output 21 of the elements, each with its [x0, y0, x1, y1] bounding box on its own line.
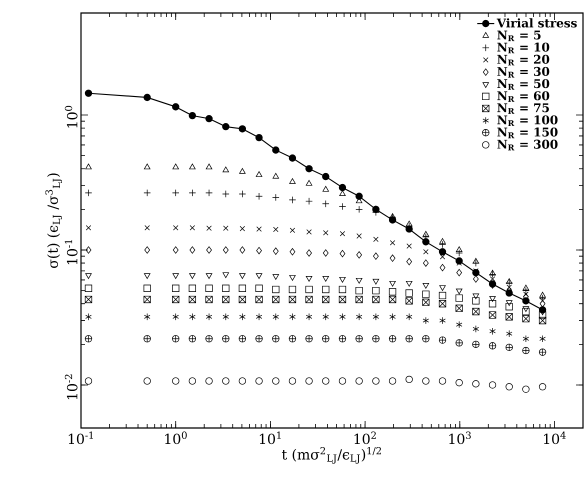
legend-label: N$_{R}$ = 60 [497, 91, 550, 102]
x-tick-label: 10$^{4}$ [544, 432, 566, 444]
legend-label: N$_{R}$ = 100 [497, 115, 558, 126]
x-tick-label: 10$^{1}$ [260, 432, 281, 444]
x-axis-title: t (mσ$^{2}$$_{LJ}$/ϵ$_{LJ}$)$^{1/2}$ [282, 447, 381, 464]
legend-label: N$_{R}$ = 10 [497, 42, 550, 54]
legend-label: N$_{R}$ = 5 [497, 30, 541, 42]
legend-label: N$_{R}$ = 50 [497, 79, 550, 90]
legend-label: N$_{R}$ = 150 [497, 128, 558, 138]
x-tick-label: 10$^{2}$ [354, 432, 376, 444]
y-axis-title: σ(t) (ϵ$_{LJ}$ /σ$^{3}$$_{LJ}$) [45, 173, 62, 268]
legend-label: N$_{R}$ = 30 [497, 66, 550, 78]
x-tick-label: 10$^{0}$ [165, 432, 187, 444]
legend-label: N$_{R}$ = 20 [497, 54, 550, 66]
x-tick-label: 10$^{3}$ [449, 432, 471, 444]
legend-label: Virial stress [496, 18, 577, 28]
y-tick-label: 10$^{-1}$ [64, 240, 78, 264]
legend-label: N$_{R}$ = 300 [497, 140, 558, 150]
y-tick-label: 10$^{-2}$ [64, 374, 78, 400]
legend-label: N$_{R}$ = 75 [497, 103, 549, 114]
y-tick-label: 10$^{0}$ [64, 106, 78, 128]
